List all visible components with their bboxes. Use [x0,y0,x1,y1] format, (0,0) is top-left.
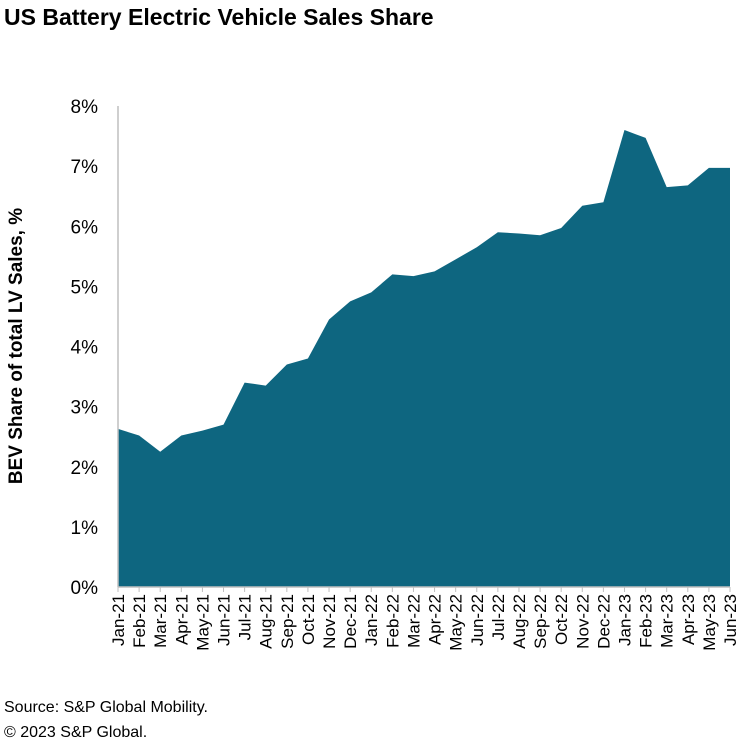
x-tick-label: Mar-23 [658,594,677,648]
y-tick-label: 2% [71,458,99,479]
x-tick-label: Dec-22 [594,594,613,649]
copyright-note: © 2023 S&P Global. [4,724,148,741]
x-tick-label: Feb-22 [383,594,402,648]
y-tick-label: 0% [71,578,99,599]
y-tick-label: 7% [71,157,99,178]
y-tick-label: 6% [71,217,99,238]
x-tick-label: May-22 [447,594,466,651]
x-tick-label: Jan-23 [615,594,634,646]
y-tick-label: 3% [71,398,99,419]
x-tick-label: Oct-21 [299,594,318,645]
x-tick-label: Jul-22 [489,594,508,640]
x-tick-label: May-21 [193,594,212,651]
y-tick-label: 4% [71,338,99,359]
x-tick-label: Jul-21 [236,594,255,640]
x-tick-label: Mar-21 [151,594,170,648]
x-tick-label: May-23 [700,594,719,651]
x-tick-label: Feb-21 [130,594,149,648]
chart-title: US Battery Electric Vehicle Sales Share [4,4,434,30]
x-tick-label: Mar-22 [404,594,423,648]
x-tick-label: Apr-22 [426,594,445,645]
x-tick-label: Feb-23 [637,594,656,648]
source-note: Source: S&P Global Mobility. [4,699,208,716]
x-tick-label: Dec-21 [341,594,360,649]
series-area-bev-share [118,130,730,588]
y-tick-label: 1% [71,518,99,539]
x-tick-label: Apr-21 [172,594,191,645]
y-tick-label: 8% [71,97,99,118]
x-tick-label: Oct-22 [552,594,571,645]
x-tick-label: Nov-21 [320,594,339,649]
x-tick-label: Aug-21 [257,594,276,649]
x-tick-label: Jan-21 [109,594,128,646]
x-tick-label: Jan-22 [362,594,381,646]
x-tick-label: Jun-22 [468,594,487,646]
y-axis-label: BEV Share of total LV Sales, % [6,208,27,484]
area-chart: 0%1%2%3%4%5%6%7%8% Jan-21 Feb-21 Mar-21 Apr… [6,97,740,651]
y-tick-label: 5% [71,277,99,298]
x-tick-label: Jun-21 [215,594,234,646]
x-tick-label: Apr-23 [679,594,698,645]
x-tick-label: Sep-21 [278,594,297,649]
x-tick-label: Nov-22 [573,594,592,649]
x-tick-label: Sep-22 [531,594,550,649]
x-tick-label: Aug-22 [510,594,529,649]
x-tick-label: Jun-23 [721,594,740,646]
